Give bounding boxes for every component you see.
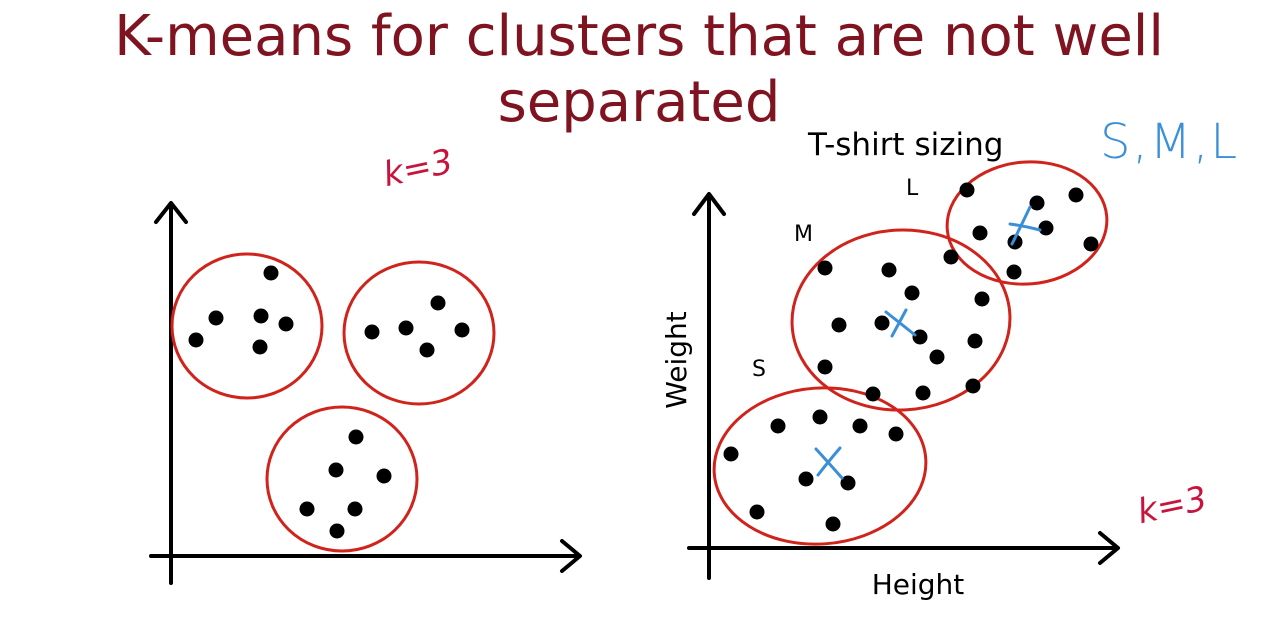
right-panel: S M L T-shirt sizing S,M,L k=3 Height We… bbox=[660, 114, 1239, 601]
left-cluster-1-point-3 bbox=[253, 308, 269, 324]
left-points bbox=[188, 265, 470, 539]
cluster-l-point-8 bbox=[1006, 264, 1022, 280]
left-cluster-2-point-1 bbox=[364, 324, 380, 340]
cluster-l-point-1 bbox=[959, 182, 975, 198]
cluster-s-point-6 bbox=[798, 471, 814, 487]
y-axis-label: Weight bbox=[660, 311, 693, 409]
cluster-s-point-7 bbox=[840, 475, 856, 491]
left-k-annotation: k=3 bbox=[380, 141, 457, 195]
left-cluster-2-point-2 bbox=[398, 320, 414, 336]
slide-title: K-means for clusters that are not well s… bbox=[114, 4, 1164, 135]
cluster-m-point-4 bbox=[943, 249, 959, 265]
left-cluster-1-point-5 bbox=[252, 339, 268, 355]
cluster-l-point-6 bbox=[1007, 234, 1023, 250]
annotation-title: T-shirt sizing bbox=[807, 127, 1003, 163]
cluster-m-outline bbox=[790, 228, 1012, 412]
cluster-s-point-3 bbox=[812, 409, 828, 425]
cluster-m-point-6 bbox=[831, 317, 847, 333]
cluster-m-point-9 bbox=[929, 349, 945, 365]
left-cluster-3-point-2 bbox=[328, 462, 344, 478]
left-cluster-3-point-4 bbox=[347, 501, 363, 517]
cluster-l-label: L bbox=[906, 176, 919, 201]
sizes-annotation: S,M,L bbox=[1100, 114, 1239, 170]
cluster-m-point-12 bbox=[865, 386, 881, 402]
left-cluster-2-point-4 bbox=[430, 295, 446, 311]
cluster-s-point-8 bbox=[749, 504, 765, 520]
left-cluster-1-point-2 bbox=[208, 310, 224, 326]
left-y-arrowhead bbox=[154, 201, 188, 224]
cluster-l-point-3 bbox=[1068, 187, 1084, 203]
right-y-arrowhead bbox=[692, 192, 726, 216]
cluster-l-outline bbox=[945, 160, 1109, 286]
left-cluster-2-point-5 bbox=[454, 322, 470, 338]
cluster-m-label: M bbox=[794, 222, 813, 247]
right-axes bbox=[687, 192, 1120, 580]
left-cluster-3-point-1 bbox=[348, 429, 364, 445]
x-axis-label: Height bbox=[872, 568, 965, 601]
cluster-m-point-13 bbox=[915, 385, 931, 401]
left-cluster-2-point-3 bbox=[419, 342, 435, 358]
left-cluster-1-point-4 bbox=[278, 316, 294, 332]
cluster-l-point-4 bbox=[972, 225, 988, 241]
left-cluster-2-outline bbox=[342, 260, 496, 406]
cluster-l-point-5 bbox=[1038, 220, 1054, 236]
left-cluster-1-point-6 bbox=[263, 265, 279, 281]
cluster-m-point-7 bbox=[874, 315, 890, 331]
cluster-s-outline bbox=[712, 386, 928, 546]
cluster-m-point-1 bbox=[817, 260, 833, 276]
cluster-s-point-4 bbox=[852, 418, 868, 434]
cluster-s-point-5 bbox=[888, 426, 904, 442]
left-cluster-3-point-3 bbox=[376, 468, 392, 484]
centroid-m-marker bbox=[884, 308, 917, 338]
cluster-m-point-5 bbox=[974, 291, 990, 307]
cluster-m-point-3 bbox=[904, 285, 920, 301]
cluster-s-point-9 bbox=[825, 516, 841, 532]
cluster-s-point-2 bbox=[770, 418, 786, 434]
left-cluster-3-point-6 bbox=[329, 523, 345, 539]
centroid-s-marker bbox=[814, 446, 844, 480]
left-cluster-1-point-1 bbox=[188, 332, 204, 348]
left-panel: k=3 bbox=[149, 141, 582, 585]
cluster-m-point-14 bbox=[965, 378, 981, 394]
right-points bbox=[723, 182, 1099, 532]
cluster-l-point-7 bbox=[1083, 236, 1099, 252]
cluster-m-point-11 bbox=[817, 359, 833, 375]
cluster-m-point-10 bbox=[967, 333, 983, 349]
cluster-m-point-2 bbox=[881, 262, 897, 278]
centroid-l-marker bbox=[1008, 205, 1042, 246]
left-cluster-3-point-5 bbox=[299, 501, 315, 517]
cluster-l-point-2 bbox=[1029, 195, 1045, 211]
cluster-s-label: S bbox=[752, 357, 766, 382]
right-x-arrowhead bbox=[1098, 531, 1120, 565]
cluster-m-point-8 bbox=[912, 329, 928, 345]
cluster-s-point-1 bbox=[723, 446, 739, 462]
left-axes bbox=[149, 201, 582, 585]
left-x-arrowhead bbox=[560, 539, 582, 573]
left-cluster-1-outline bbox=[170, 252, 324, 400]
right-k-annotation: k=3 bbox=[1134, 479, 1211, 533]
left-cluster-3-outline bbox=[265, 405, 419, 553]
